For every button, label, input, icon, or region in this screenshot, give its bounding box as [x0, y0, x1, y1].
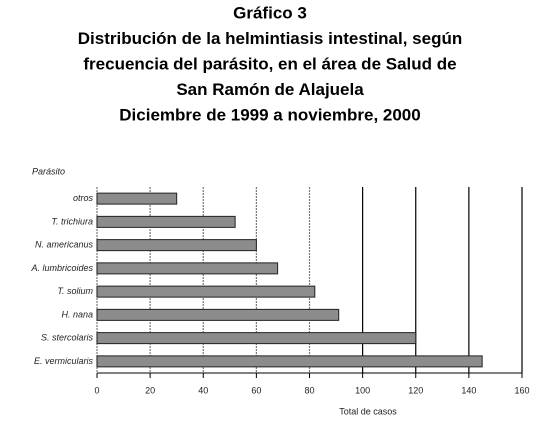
bar — [96, 215, 236, 228]
bar — [96, 192, 178, 205]
x-tick-label: 80 — [304, 385, 314, 395]
x-tick-label: 160 — [514, 385, 529, 395]
y-tick-label: T. trichiura — [51, 216, 93, 226]
chart-title: Distribución de la helmintiasis intestin… — [78, 29, 462, 48]
bar — [96, 308, 340, 321]
y-tick-label: T. solium — [57, 286, 93, 296]
chart-title: Gráfico 3 — [233, 3, 307, 22]
x-tick-label: 40 — [198, 385, 208, 395]
y-tick-label: S. stercolaris — [41, 333, 94, 343]
y-axis-label: Parásito — [32, 166, 65, 176]
x-tick-label: 140 — [461, 385, 476, 395]
chart-title: frecuencia del parásito, en el área de S… — [83, 54, 456, 73]
y-tick-label: N. americanus — [35, 240, 94, 250]
y-tick-label: H. nana — [61, 309, 93, 319]
x-tick-label: 120 — [408, 385, 423, 395]
bar — [96, 355, 483, 368]
x-tick-label: 100 — [355, 385, 370, 395]
x-tick-label: 20 — [145, 385, 155, 395]
bar — [96, 262, 279, 275]
x-tick-label: 0 — [94, 385, 99, 395]
x-axis-label: Total de casos — [339, 406, 397, 416]
y-tick-label: E. vermicularis — [34, 356, 94, 366]
bar — [96, 239, 257, 252]
y-tick-label: A. lumbricoides — [30, 263, 93, 273]
x-tick-label: 60 — [251, 385, 261, 395]
y-tick-label: otros — [73, 193, 94, 203]
chart-title: San Ramón de Alajuela — [176, 80, 364, 99]
bar — [96, 285, 316, 298]
bar — [96, 332, 417, 345]
chart-title: Diciembre de 1999 a noviembre, 2000 — [119, 105, 420, 124]
